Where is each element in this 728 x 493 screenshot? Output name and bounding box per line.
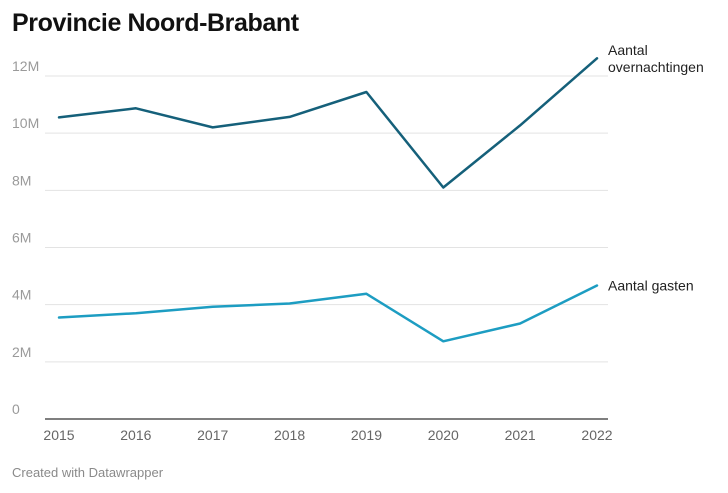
y-tick-label: 4M	[12, 287, 31, 303]
gridlines: 0 2M 4M 6M 8M 10M 12M	[12, 58, 608, 420]
chart-title: Provincie Noord-Brabant	[12, 9, 299, 37]
series-label: Aantal	[608, 42, 648, 58]
series-lines	[57, 57, 599, 343]
y-tick-label: 10M	[12, 115, 39, 131]
series-line-2	[57, 284, 599, 343]
x-tick-label: 2018	[274, 427, 305, 443]
series-label: Aantal gasten	[608, 278, 694, 294]
x-tick-label: 2019	[351, 427, 382, 443]
y-tick-label: 12M	[12, 58, 39, 74]
y-tick-label: 2M	[12, 344, 31, 360]
y-tick-label: 0	[12, 401, 20, 417]
x-tick-label: 2020	[428, 427, 459, 443]
x-tick-label: 2022	[581, 427, 612, 443]
x-tick-label: 2016	[120, 427, 151, 443]
x-tick-label: 2021	[505, 427, 536, 443]
x-axis: 2015 2016 2017 2018 2019 2020 2021 2022	[43, 427, 612, 443]
series-label: overnachtingen	[608, 59, 704, 75]
x-tick-label: 2015	[43, 427, 74, 443]
series-line-1	[57, 57, 599, 189]
footer-credit: Created with Datawrapper	[12, 465, 164, 480]
x-tick-label: 2017	[197, 427, 228, 443]
y-tick-label: 6M	[12, 230, 31, 246]
y-tick-label: 8M	[12, 172, 31, 188]
